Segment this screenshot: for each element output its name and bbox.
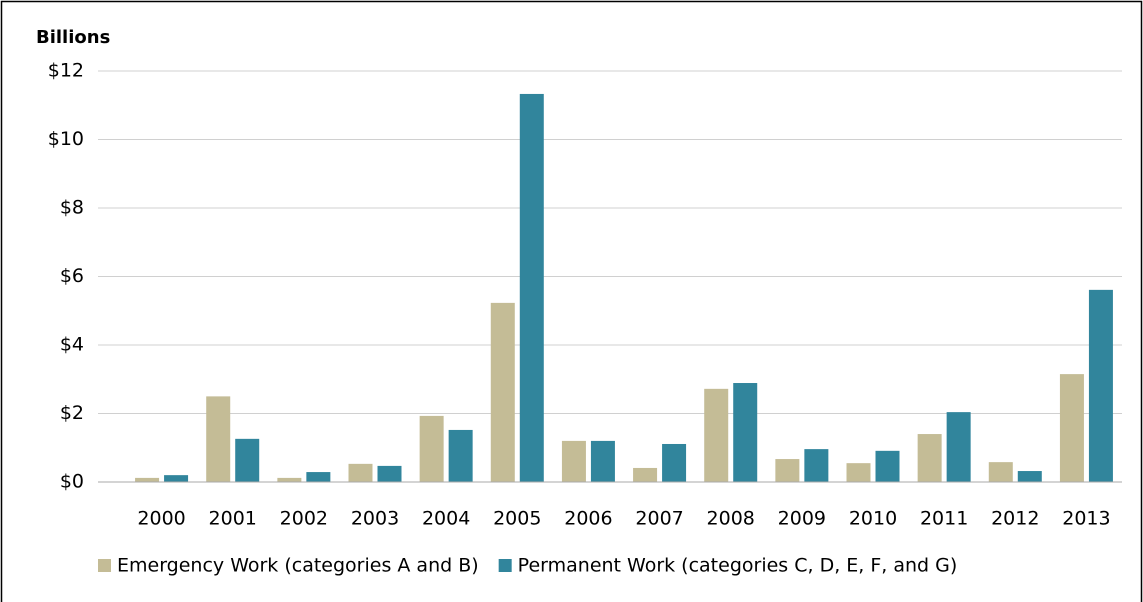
y-axis-title: Billions xyxy=(36,27,110,48)
bar xyxy=(277,477,302,482)
legend-swatch xyxy=(498,559,512,572)
bar xyxy=(164,475,189,482)
x-tick-label: 2011 xyxy=(920,508,968,530)
bar xyxy=(875,450,900,482)
bar xyxy=(846,463,871,482)
bar xyxy=(490,302,515,482)
x-tick-label: 2005 xyxy=(493,508,541,530)
y-tick-label: $12 xyxy=(48,60,84,82)
bar xyxy=(519,93,544,482)
x-tick-label: 2001 xyxy=(209,508,257,530)
bar xyxy=(704,388,729,482)
bar xyxy=(775,459,800,482)
bar xyxy=(206,396,231,482)
x-tick-label: 2008 xyxy=(707,508,755,530)
bar xyxy=(348,463,373,482)
bar xyxy=(1059,374,1084,482)
x-tick-label: 2007 xyxy=(635,508,683,530)
x-tick-label: 2006 xyxy=(564,508,612,530)
x-tick-label: 2004 xyxy=(422,508,470,530)
legend-swatch xyxy=(98,559,111,572)
bar xyxy=(235,438,260,482)
y-tick-label: $2 xyxy=(60,402,84,424)
x-tick-label: 2000 xyxy=(137,508,185,530)
x-tick-label: 2012 xyxy=(991,508,1039,530)
x-tick-label: 2010 xyxy=(849,508,897,530)
bar xyxy=(662,443,687,482)
bar xyxy=(561,440,586,482)
y-tick-label: $6 xyxy=(60,265,84,287)
bar xyxy=(733,383,758,482)
bar xyxy=(135,477,160,482)
x-tick-label: 2009 xyxy=(778,508,826,530)
legend-label: Permanent Work (categories C, D, E, F, a… xyxy=(518,555,958,577)
y-tick-label: $8 xyxy=(60,197,84,219)
bar xyxy=(1088,289,1113,482)
y-tick-label: $0 xyxy=(60,471,84,493)
bar xyxy=(988,462,1013,482)
x-tick-label: 2013 xyxy=(1062,508,1110,530)
bar xyxy=(633,467,658,482)
bar xyxy=(377,465,402,482)
bar xyxy=(1017,471,1042,482)
y-tick-label: $10 xyxy=(48,128,84,150)
bar xyxy=(804,449,829,482)
bar xyxy=(306,472,331,482)
legend-label: Emergency Work (categories A and B) xyxy=(117,555,479,577)
bar xyxy=(917,434,942,482)
bar xyxy=(590,440,615,482)
y-tick-label: $4 xyxy=(60,334,84,356)
bar xyxy=(448,429,473,482)
x-tick-label: 2003 xyxy=(351,508,399,530)
bar xyxy=(946,412,971,482)
bar xyxy=(419,415,444,482)
x-tick-label: 2002 xyxy=(280,508,328,530)
